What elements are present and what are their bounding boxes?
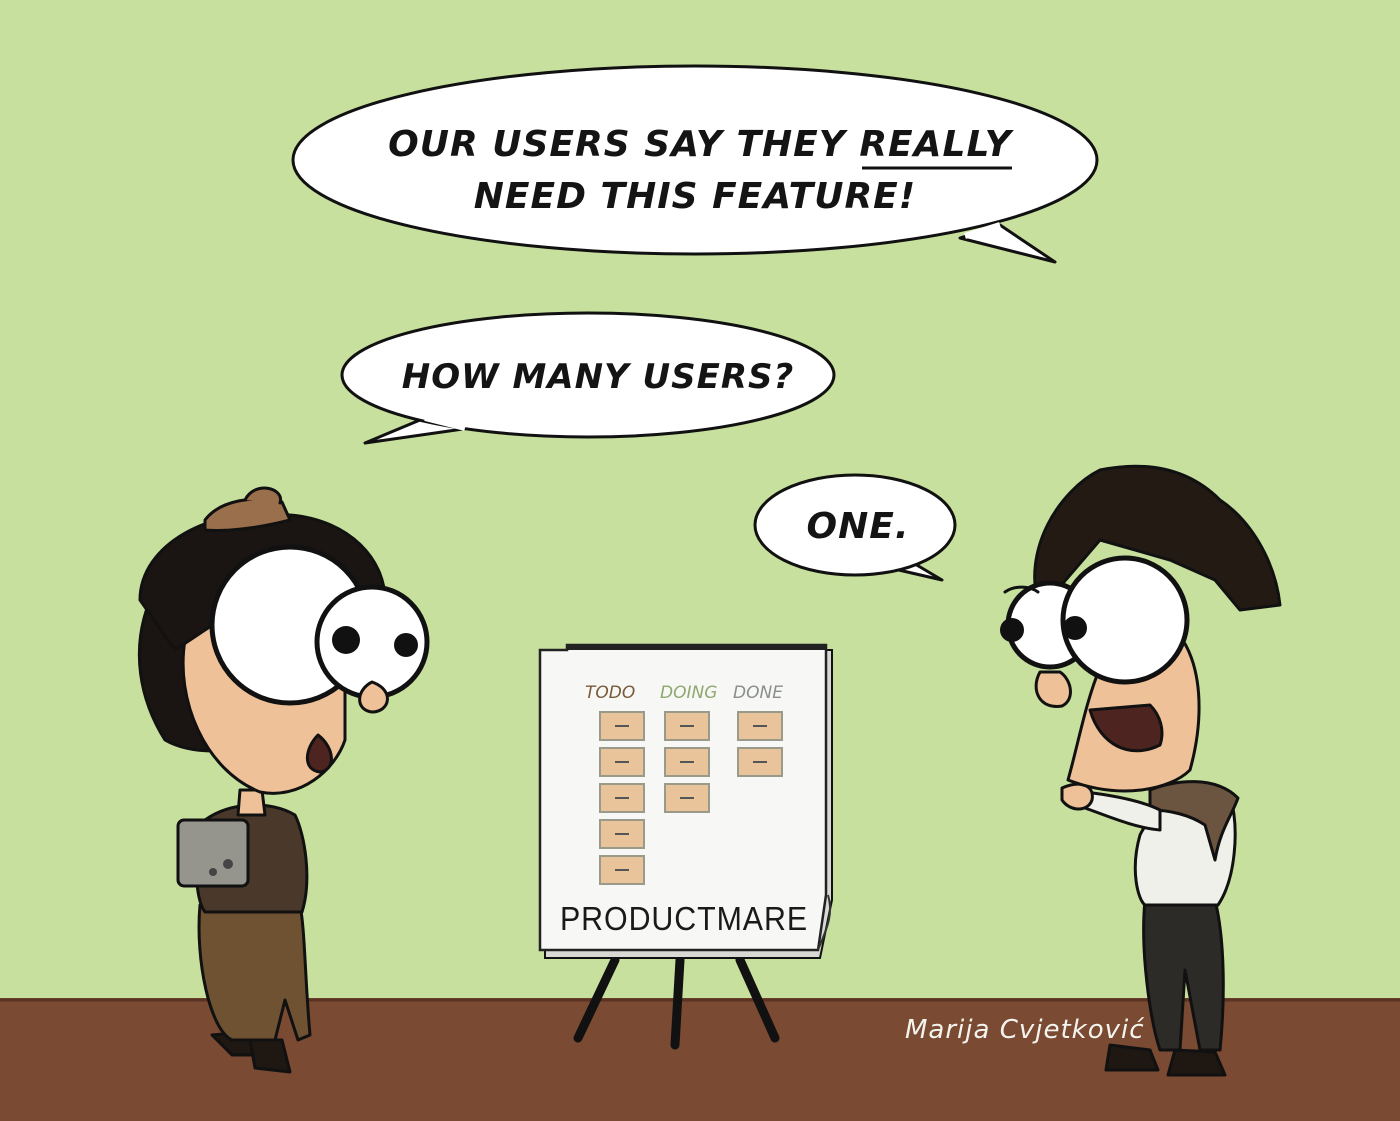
bubble-top-emphasis: REALLY [859, 124, 1014, 165]
bubble-middle-text: HOW MANY USERS? [402, 357, 794, 397]
kanban-card [599, 711, 645, 741]
speech-bubble-reply: ONE. [753, 473, 957, 582]
bubble-top-line2: NEED THIS FEATURE! [474, 176, 916, 217]
speech-bubble-middle: HOW MANY USERS? [340, 311, 836, 445]
woman-character [137, 486, 430, 1074]
flip-chart: TODO DOING DONE PRODUCTMARE [538, 643, 833, 1050]
man-character [1000, 464, 1282, 1077]
artist-signature: Marija Cvjetković [905, 1015, 1145, 1045]
bubble-reply-text: ONE. [807, 506, 910, 547]
svg-text:OUR USERS SAY THEY REALLY: OUR USERS SAY THEY REALLY [388, 124, 1015, 165]
column-header-todo: TODO [585, 683, 635, 703]
board-title: PRODUCTMARE [560, 900, 808, 937]
bubble-top-line1: OUR USERS SAY THEY [388, 124, 859, 165]
kanban-cards [599, 711, 783, 885]
column-header-doing: DOING [660, 683, 717, 703]
kanban-board: TODO DOING DONE [585, 683, 783, 885]
column-header-done: DONE [733, 683, 783, 703]
speech-bubble-top: OUR USERS SAY THEY REALLY NEED THIS FEAT… [291, 64, 1099, 264]
